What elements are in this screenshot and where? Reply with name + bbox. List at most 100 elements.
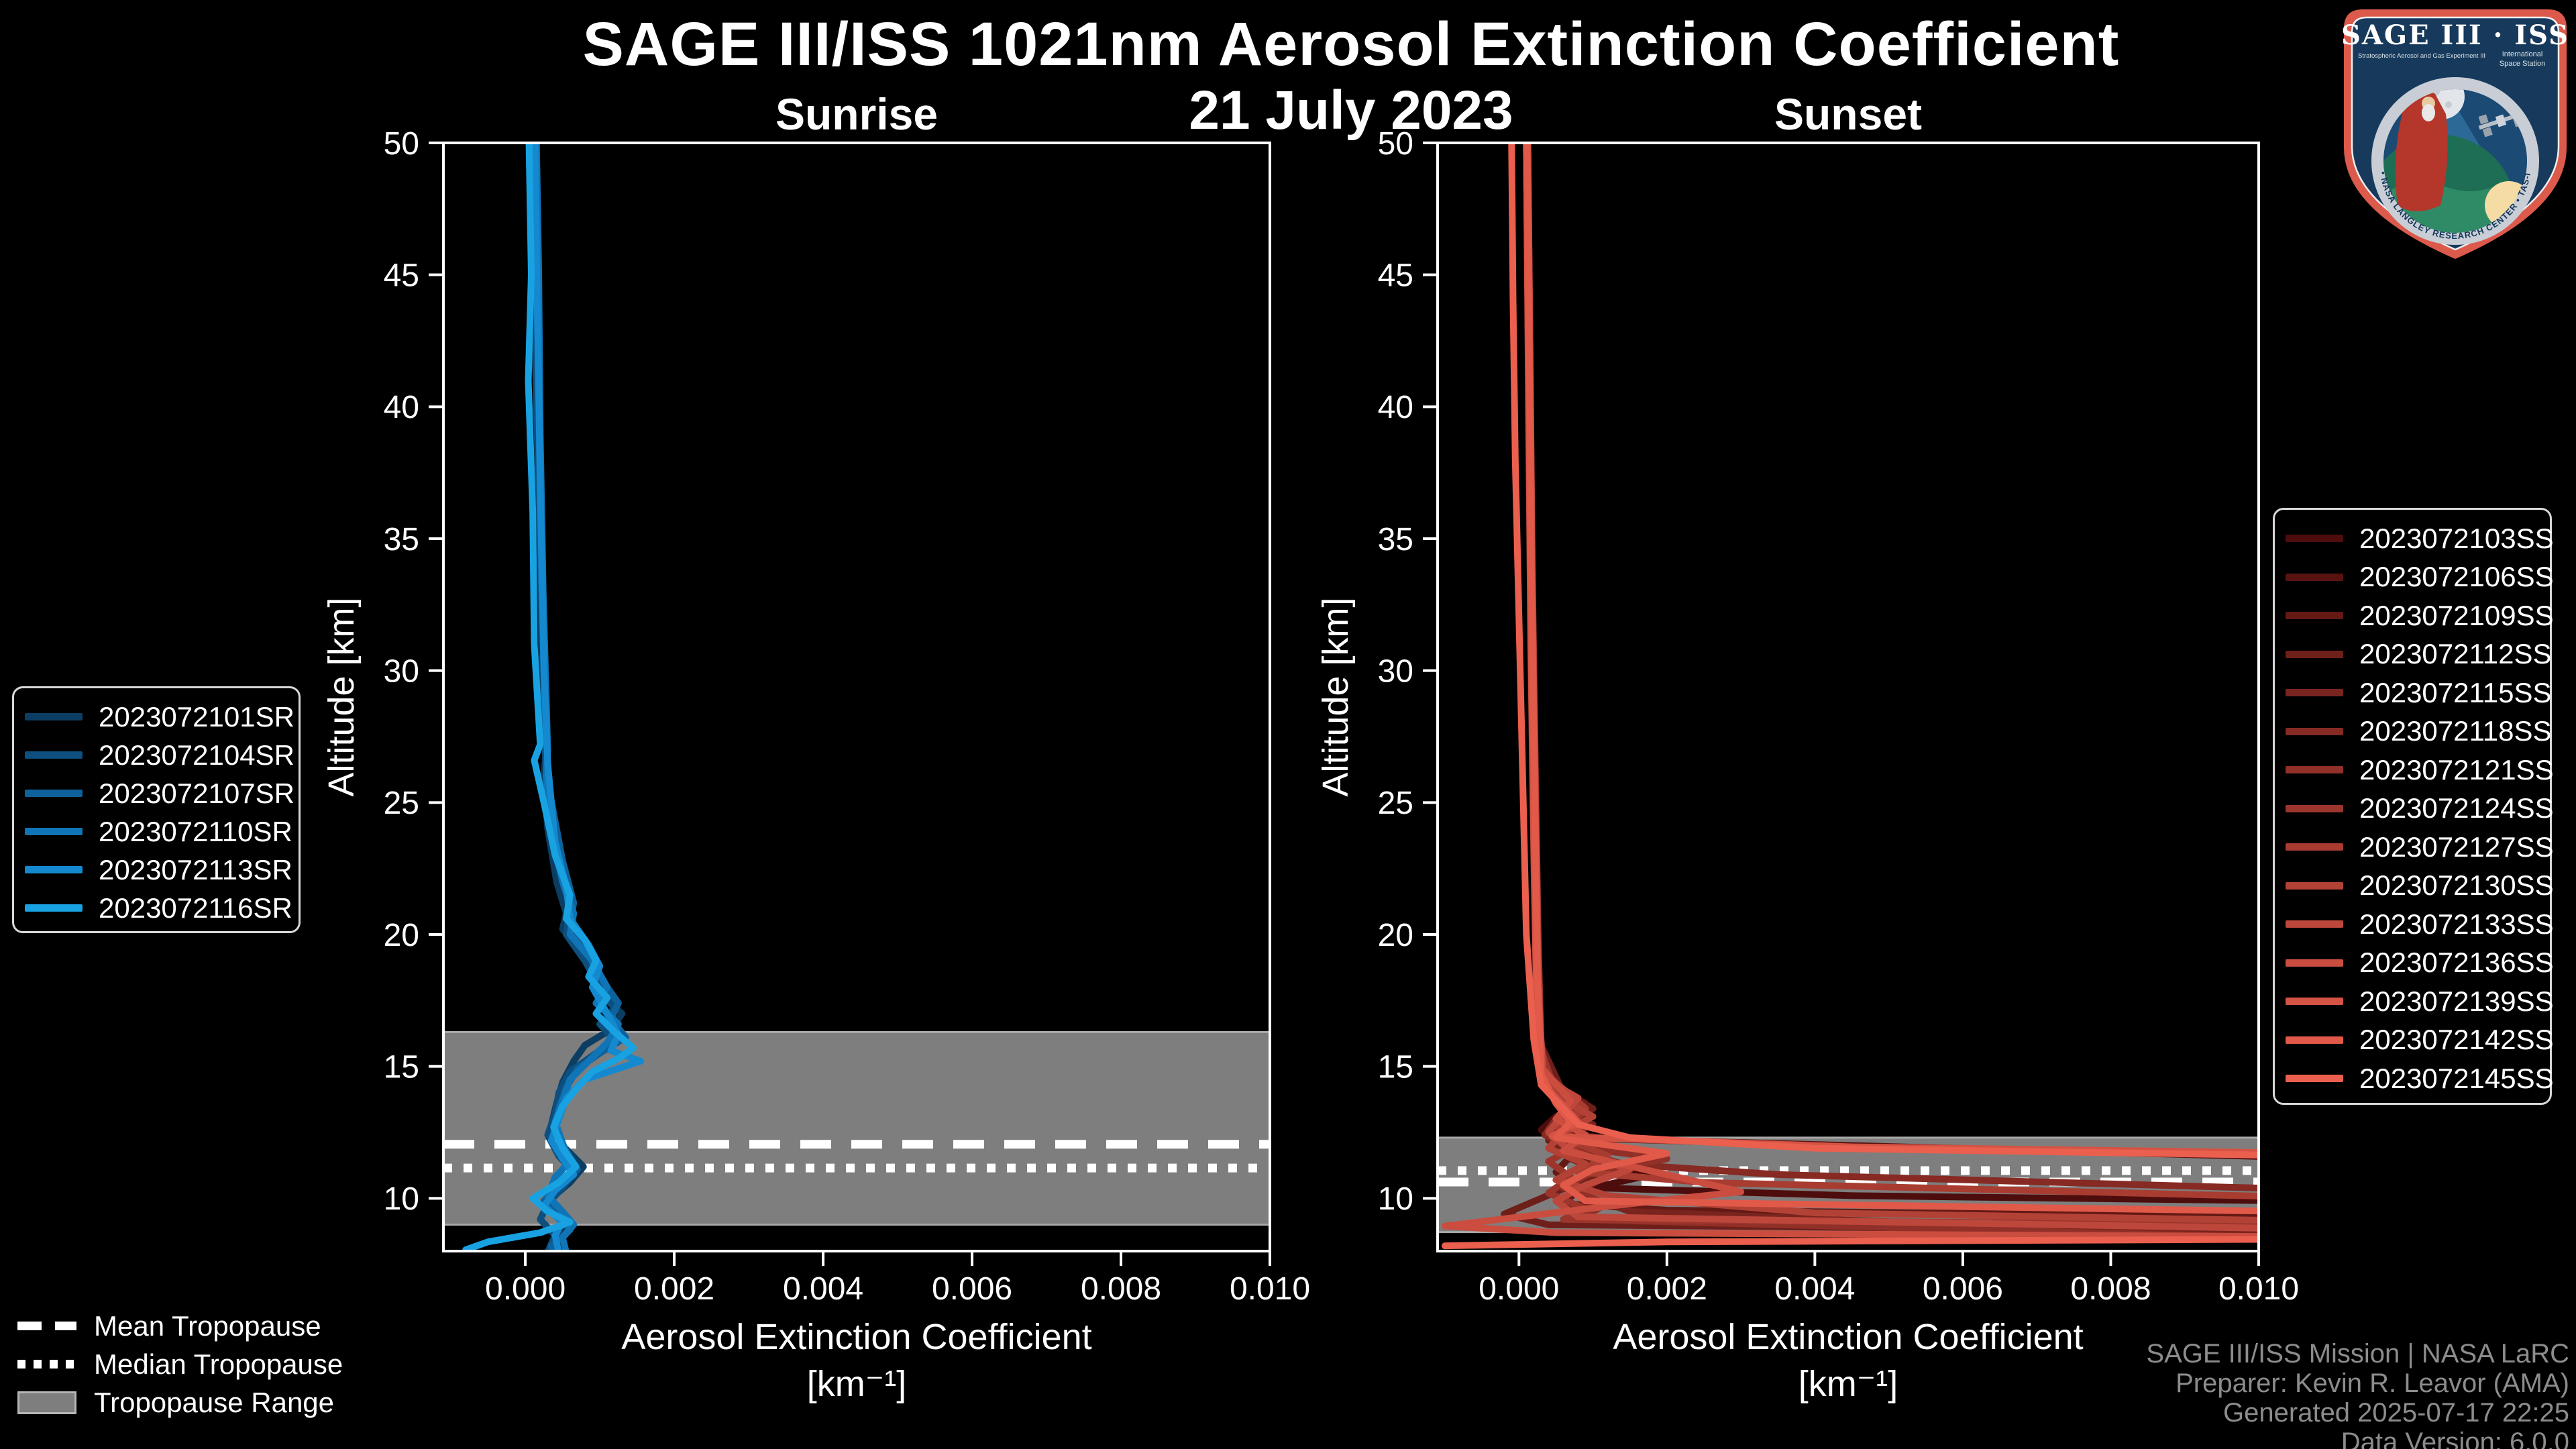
- sunset-curve-2023072139SS: [1523, 143, 2259, 1156]
- legend-item: 2023072104SR: [25, 736, 294, 774]
- legend-item: 2023072101SR: [25, 698, 294, 736]
- event-id-label: 2023072121SS: [2359, 753, 2554, 786]
- dotted-line-swatch: [17, 1360, 76, 1368]
- legend-item: 2023072115SS: [2286, 674, 2552, 712]
- x-tick-label: 0.006: [932, 1271, 1012, 1307]
- legend-item: 2023072145SS: [2286, 1059, 2554, 1098]
- y-tick-label: 50: [384, 126, 419, 162]
- footer-line-mission: SAGE III/ISS Mission | NASA LaRC: [2146, 1339, 2569, 1368]
- logo-subtitle-right-2: Space Station: [2500, 60, 2546, 68]
- sunset-curve-2023072124SS: [1524, 143, 2259, 1228]
- tropopause-legend: Mean Tropopause Median Tropopause Tropop…: [17, 1307, 343, 1421]
- event-id-label: 2023072124SS: [2359, 792, 2554, 824]
- logo-subtitle-left: Stratospheric Aerosol and Gas Experiment…: [2358, 52, 2485, 60]
- event-id-label: 2023072136SS: [2359, 947, 2554, 979]
- gray-band-swatch: [17, 1391, 76, 1414]
- y-tick-label: 30: [384, 653, 419, 689]
- x-tick-label: 0.010: [2218, 1271, 2299, 1307]
- x-tick-label: 0.002: [634, 1271, 714, 1307]
- sunset-curve-2023072145SS: [1442, 143, 2259, 1250]
- y-tick-label: 20: [1378, 918, 1413, 953]
- legend-item: 2023072124SS: [2286, 790, 2554, 828]
- line-color-swatch: [2286, 920, 2343, 928]
- legend-item: 2023072106SS: [2286, 558, 2554, 597]
- line-color-swatch: [2286, 573, 2343, 581]
- line-color-swatch: [2286, 727, 2343, 735]
- legend-item: 2023072103SS: [2286, 519, 2554, 558]
- sunrise-y-axis-label: Altitude [km]: [321, 597, 362, 796]
- sunset-curve-2023072115SS: [1523, 143, 2259, 1236]
- line-color-swatch: [2286, 1075, 2343, 1083]
- legend-item: 2023072116SR: [25, 889, 292, 927]
- moon-crater: [2445, 101, 2452, 108]
- sunset-legend: 2023072103SS 2023072106SS 2023072109SS 2023…: [2273, 508, 2554, 1105]
- legend-item: 2023072118SS: [2286, 712, 2552, 751]
- y-tick-label: 20: [384, 918, 419, 953]
- y-tick-label: 25: [1378, 786, 1413, 821]
- legend-item: 2023072142SS: [2286, 1021, 2554, 1060]
- event-id-label: 2023072115SS: [2359, 676, 2552, 708]
- y-tick-label: 25: [384, 786, 419, 821]
- legend-item: 2023072113SR: [25, 851, 292, 889]
- sunset-curve-2023072133SS: [1523, 143, 2259, 1232]
- sunset-curve-2023072112SS: [1501, 143, 2259, 1235]
- line-color-swatch: [2286, 766, 2343, 774]
- figure-beard: [2422, 104, 2435, 121]
- legend-item: 2023072109SS: [2286, 596, 2554, 635]
- x-tick-label: 0.010: [1230, 1271, 1310, 1307]
- footer-line-version: Data Version: 6.0.0: [2341, 1428, 2569, 1449]
- x-tick-label: 0.008: [1081, 1271, 1161, 1307]
- event-id-label: 2023072106SS: [2359, 561, 2554, 593]
- x-tick-label: 0.002: [1627, 1271, 1707, 1307]
- legend-label: Mean Tropopause: [94, 1309, 321, 1342]
- sunset-curve-2023072109SS: [1523, 143, 2259, 1220]
- line-color-swatch: [2286, 650, 2343, 658]
- sunset-curve-2023072106SS: [1523, 143, 2259, 1160]
- sunrise-plot-area: [443, 143, 1270, 1251]
- y-tick-label: 45: [384, 258, 419, 293]
- event-id-label: 2023072107SR: [99, 777, 294, 809]
- line-color-swatch: [25, 790, 83, 797]
- footer-credits: SAGE III/ISS Mission | NASA LaRC Prepare…: [2146, 1339, 2569, 1449]
- line-color-swatch: [25, 904, 83, 912]
- line-color-swatch: [25, 751, 83, 759]
- line-color-swatch: [25, 866, 83, 873]
- legend-item: 2023072133SS: [2286, 905, 2554, 944]
- robed-figure: [2395, 91, 2448, 211]
- sunrise-x-axis-label: Aerosol Extinction Coefficient: [621, 1317, 1091, 1357]
- line-color-swatch: [2286, 881, 2343, 890]
- event-id-label: 2023072104SR: [99, 739, 294, 771]
- page-title: SAGE III/ISS 1021nm Aerosol Extinction C…: [582, 10, 2120, 78]
- y-tick-label: 35: [1378, 522, 1413, 557]
- line-color-swatch: [2286, 959, 2343, 967]
- footer-line-preparer: Preparer: Kevin R. Leavor (AMA): [2176, 1368, 2569, 1398]
- event-id-label: 2023072133SS: [2359, 908, 2554, 940]
- legend-label: Tropopause Range: [94, 1386, 335, 1418]
- line-color-swatch: [2286, 998, 2343, 1006]
- line-color-swatch: [25, 828, 83, 835]
- line-color-swatch: [25, 713, 83, 720]
- line-color-swatch: [2286, 804, 2343, 812]
- y-tick-label: 15: [1378, 1049, 1413, 1085]
- x-tick-label: 0.004: [783, 1271, 863, 1307]
- event-id-label: 2023072109SS: [2359, 599, 2554, 631]
- sunset-curve-2023072103SS: [1523, 143, 2259, 1204]
- event-id-label: 2023072110SR: [99, 815, 292, 847]
- y-tick-label: 10: [384, 1181, 419, 1217]
- sunset-x-axis-unit: [km⁻¹]: [1799, 1364, 1898, 1404]
- legend-item: 2023072136SS: [2286, 944, 2554, 983]
- y-tick-label: 50: [1378, 126, 1413, 162]
- event-id-label: 2023072118SS: [2359, 715, 2552, 747]
- line-color-swatch: [2286, 612, 2343, 620]
- event-id-label: 2023072112SS: [2359, 638, 2552, 670]
- sunset-x-axis-label: Aerosol Extinction Coefficient: [1613, 1317, 2083, 1357]
- patch-ring: [2371, 77, 2539, 245]
- sunset-curve-2023072118SS: [1523, 143, 2259, 1192]
- event-id-label: 2023072116SR: [99, 892, 292, 924]
- legend-item-tropopause-range: Tropopause Range: [17, 1383, 343, 1421]
- y-tick-label: 30: [1378, 653, 1413, 689]
- sunrise-legend: 2023072101SR 2023072104SR 2023072107SR 2023…: [12, 686, 301, 933]
- x-tick-label: 0.000: [485, 1271, 566, 1307]
- event-id-label: 2023072127SS: [2359, 830, 2554, 863]
